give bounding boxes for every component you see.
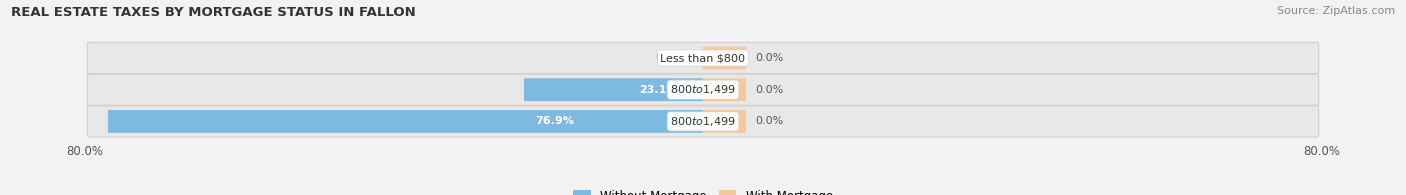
FancyBboxPatch shape: [703, 110, 747, 133]
Text: 0.0%: 0.0%: [755, 53, 783, 63]
Text: 76.9%: 76.9%: [534, 116, 574, 126]
FancyBboxPatch shape: [108, 110, 703, 133]
FancyBboxPatch shape: [703, 78, 747, 101]
FancyBboxPatch shape: [703, 47, 747, 69]
FancyBboxPatch shape: [87, 106, 1319, 137]
FancyBboxPatch shape: [87, 74, 1319, 105]
Text: Source: ZipAtlas.com: Source: ZipAtlas.com: [1277, 6, 1395, 16]
FancyBboxPatch shape: [524, 78, 703, 101]
Text: 0.0%: 0.0%: [755, 85, 783, 95]
Text: REAL ESTATE TAXES BY MORTGAGE STATUS IN FALLON: REAL ESTATE TAXES BY MORTGAGE STATUS IN …: [11, 6, 416, 19]
Text: $800 to $1,499: $800 to $1,499: [671, 83, 735, 96]
Text: Less than $800: Less than $800: [661, 53, 745, 63]
Legend: Without Mortgage, With Mortgage: Without Mortgage, With Mortgage: [568, 185, 838, 195]
Text: 23.1%: 23.1%: [640, 85, 678, 95]
Text: 0.0%: 0.0%: [755, 116, 783, 126]
Text: $800 to $1,499: $800 to $1,499: [671, 115, 735, 128]
Text: 0.0%: 0.0%: [655, 53, 683, 63]
FancyBboxPatch shape: [87, 43, 1319, 74]
